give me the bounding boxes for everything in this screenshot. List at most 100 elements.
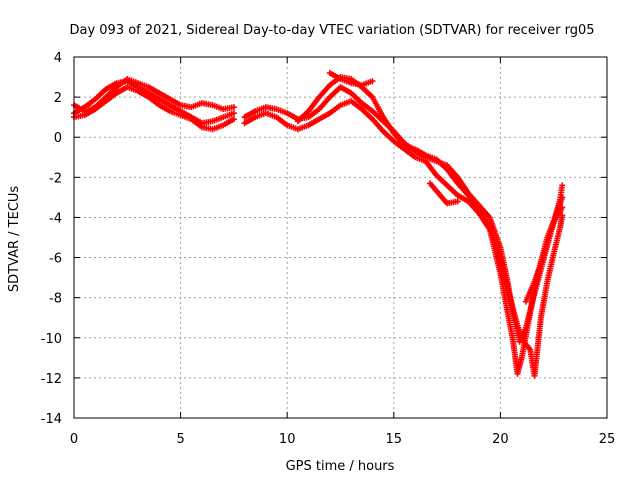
data-point-run bbox=[104, 85, 119, 99]
data-point-run bbox=[254, 104, 267, 114]
data-point-run bbox=[339, 85, 353, 96]
x-tick-label: 20 bbox=[492, 432, 509, 447]
data-point-run bbox=[434, 173, 449, 187]
x-tick-label: 15 bbox=[386, 432, 403, 447]
data-point-run bbox=[222, 104, 235, 112]
data-point bbox=[369, 78, 376, 85]
data-point-run bbox=[504, 306, 516, 343]
data-point-run bbox=[275, 106, 289, 116]
data-point-run bbox=[72, 103, 86, 114]
axis-ticks: 0 5 10 15 20 25 -14 -12 -10 -8 -6 -4 -2 0 2 4 bbox=[41, 51, 616, 447]
x-tick-label: 0 bbox=[70, 432, 78, 447]
data-point-run bbox=[190, 117, 204, 129]
data-point-run bbox=[360, 107, 374, 121]
data-point bbox=[454, 198, 461, 205]
data-point-run bbox=[525, 288, 538, 325]
data-point-run bbox=[222, 117, 236, 128]
data-point-run bbox=[392, 139, 406, 151]
data-point-run bbox=[147, 91, 161, 102]
data-point-run bbox=[285, 111, 300, 122]
data-point-run bbox=[126, 84, 139, 94]
data-point-run bbox=[371, 117, 385, 133]
data-point bbox=[559, 212, 566, 219]
data-point bbox=[559, 182, 566, 189]
data-point-run bbox=[339, 76, 353, 86]
x-tick-label: 5 bbox=[176, 432, 184, 447]
chart-title: Day 093 of 2021, Sidereal Day-to-day VTE… bbox=[69, 23, 594, 38]
data-point-run bbox=[168, 103, 182, 114]
data-point-run bbox=[307, 107, 321, 119]
data-point-run bbox=[360, 85, 374, 99]
data-point-run bbox=[532, 256, 546, 283]
data-point-run bbox=[201, 118, 214, 126]
data-point-run bbox=[243, 109, 257, 120]
grid-lines bbox=[74, 57, 607, 418]
data-point-run bbox=[446, 198, 459, 207]
data-point-run bbox=[243, 115, 257, 126]
y-tick-label: -14 bbox=[41, 412, 62, 427]
plot-area-frame bbox=[73, 56, 608, 419]
data-point-run bbox=[328, 85, 342, 99]
data-point-run bbox=[169, 108, 182, 118]
data-point-run bbox=[477, 208, 492, 229]
data-point-run bbox=[381, 129, 396, 143]
x-tick-label: 10 bbox=[279, 432, 296, 447]
data-point-run bbox=[201, 100, 214, 108]
data-point-run bbox=[445, 168, 460, 185]
data-point-run bbox=[211, 102, 225, 112]
data-point-run bbox=[317, 95, 332, 111]
data-point-run bbox=[436, 192, 449, 205]
y-tick-label: -12 bbox=[41, 372, 62, 387]
data-point-run bbox=[158, 91, 172, 102]
y-tick-label: 4 bbox=[54, 51, 62, 66]
data-point-run bbox=[296, 122, 310, 132]
data-point bbox=[230, 104, 237, 111]
y-tick-label: -10 bbox=[41, 332, 62, 347]
data-point bbox=[230, 116, 237, 123]
data-point-run bbox=[522, 340, 532, 352]
data-point-run bbox=[551, 226, 563, 255]
data-point-run bbox=[549, 198, 563, 231]
data-point-run bbox=[456, 182, 470, 197]
series-track-6 bbox=[294, 74, 566, 379]
data-point-run bbox=[307, 117, 321, 128]
series-track-3 bbox=[71, 84, 237, 133]
data-point-run bbox=[265, 104, 278, 112]
data-point-run bbox=[83, 97, 97, 109]
data-series bbox=[71, 70, 566, 379]
x-axis-label: GPS time / hours bbox=[286, 459, 395, 474]
data-point-run bbox=[211, 122, 225, 132]
data-point-run bbox=[403, 143, 416, 152]
data-point-run bbox=[392, 131, 406, 147]
data-point-run bbox=[413, 147, 428, 158]
data-point-run bbox=[168, 97, 182, 108]
data-point-run bbox=[317, 111, 332, 122]
data-point-run bbox=[93, 87, 108, 101]
data-point-run bbox=[360, 101, 374, 113]
data-point-run bbox=[328, 103, 342, 115]
series-track-7 bbox=[326, 70, 566, 305]
data-point-run bbox=[497, 272, 510, 309]
data-point-run bbox=[487, 216, 503, 249]
data-point-run bbox=[414, 155, 427, 164]
data-point-run bbox=[147, 85, 161, 96]
data-point-run bbox=[466, 194, 481, 211]
data-point-run bbox=[83, 107, 97, 118]
data-point-run bbox=[306, 95, 321, 113]
series-track-5 bbox=[241, 98, 566, 377]
y-tick-label: -6 bbox=[49, 252, 62, 267]
data-point-run bbox=[540, 228, 554, 259]
data-point-run bbox=[190, 100, 203, 110]
data-point-run bbox=[349, 91, 364, 105]
data-point-run bbox=[360, 78, 374, 88]
data-point-run bbox=[115, 77, 129, 89]
data-point-run bbox=[286, 122, 299, 132]
data-point bbox=[230, 110, 237, 117]
data-point-run bbox=[523, 280, 537, 303]
data-point-run bbox=[104, 81, 118, 92]
data-point-run bbox=[137, 80, 150, 90]
y-axis-label: SDTVAR / TECUs bbox=[7, 186, 22, 293]
data-point-run bbox=[381, 115, 396, 135]
data-point-run bbox=[434, 157, 449, 171]
